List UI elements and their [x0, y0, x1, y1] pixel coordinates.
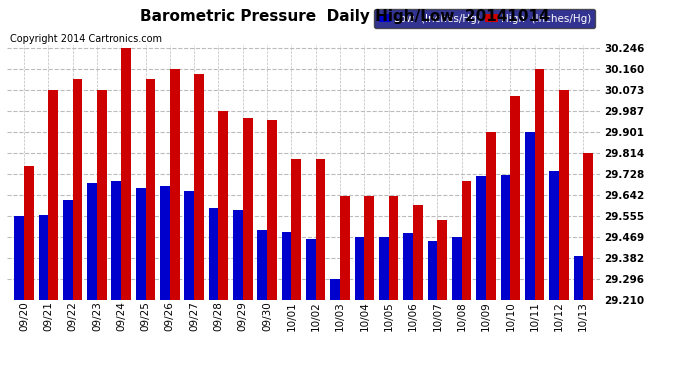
Bar: [462, 181, 471, 300]
Bar: [14, 216, 24, 300]
Bar: [209, 208, 219, 300]
Bar: [160, 186, 170, 300]
Bar: [97, 90, 107, 300]
Bar: [452, 237, 462, 300]
Bar: [63, 200, 72, 300]
Bar: [511, 96, 520, 300]
Bar: [486, 132, 495, 300]
Bar: [583, 153, 593, 300]
Bar: [413, 205, 423, 300]
Bar: [39, 216, 48, 300]
Bar: [72, 79, 82, 300]
Bar: [184, 191, 194, 300]
Bar: [170, 69, 179, 300]
Bar: [331, 279, 340, 300]
Bar: [87, 183, 97, 300]
Bar: [146, 79, 155, 300]
Bar: [559, 90, 569, 300]
Bar: [48, 90, 58, 300]
Bar: [500, 175, 511, 300]
Bar: [112, 181, 121, 300]
Bar: [136, 188, 146, 300]
Bar: [233, 210, 243, 300]
Bar: [257, 230, 267, 300]
Bar: [355, 237, 364, 300]
Bar: [388, 196, 398, 300]
Bar: [316, 159, 326, 300]
Bar: [282, 232, 291, 300]
Bar: [24, 166, 34, 300]
Bar: [476, 176, 486, 300]
Bar: [364, 196, 374, 300]
Bar: [437, 220, 447, 300]
Bar: [428, 240, 437, 300]
Bar: [404, 233, 413, 300]
Text: Copyright 2014 Cartronics.com: Copyright 2014 Cartronics.com: [10, 33, 162, 44]
Bar: [306, 239, 316, 300]
Bar: [573, 256, 583, 300]
Bar: [535, 69, 544, 300]
Bar: [243, 118, 253, 300]
Bar: [291, 159, 301, 300]
Bar: [219, 111, 228, 300]
Bar: [549, 171, 559, 300]
Bar: [267, 120, 277, 300]
Bar: [379, 237, 388, 300]
Bar: [525, 132, 535, 300]
Bar: [194, 74, 204, 300]
Legend: Low  (Inches/Hg), High  (Inches/Hg): Low (Inches/Hg), High (Inches/Hg): [375, 9, 595, 28]
Bar: [121, 48, 131, 300]
Bar: [340, 196, 350, 300]
Text: Barometric Pressure  Daily High/Low  20141014: Barometric Pressure Daily High/Low 20141…: [140, 9, 550, 24]
